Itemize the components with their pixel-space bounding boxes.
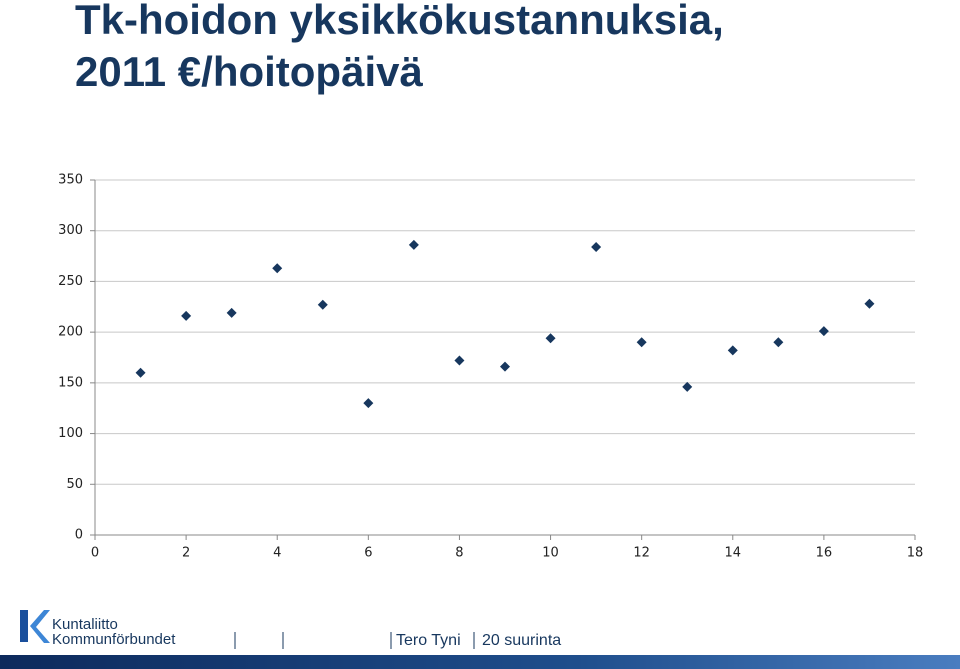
marker	[317, 299, 328, 310]
footer-text: 20 suurinta	[482, 632, 561, 649]
marker	[773, 337, 784, 348]
marker	[181, 310, 192, 321]
x-tick-label: 4	[273, 546, 281, 561]
y-tick-label: 100	[58, 426, 83, 441]
title-line: Tk-hoidon yksikkökustannuksia,	[75, 0, 724, 43]
marker	[272, 263, 283, 274]
logo-mark	[20, 610, 28, 642]
x-tick-label: 12	[633, 546, 650, 561]
y-tick-label: 200	[58, 325, 83, 340]
marker	[500, 361, 510, 372]
marker	[363, 398, 374, 409]
footer: Tero Tyni 20 suurinta	[234, 632, 561, 649]
marker	[454, 355, 465, 366]
marker	[591, 241, 602, 252]
y-tick-label: 0	[75, 528, 83, 543]
logo-text: Kuntaliitto	[52, 616, 118, 633]
footer-bar	[0, 655, 960, 669]
y-tick-label: 150	[58, 375, 83, 390]
marker	[226, 307, 237, 318]
y-tick-label: 250	[58, 274, 83, 289]
y-tick-label: 350	[58, 173, 83, 188]
marker	[682, 381, 693, 392]
marker	[818, 326, 829, 337]
x-tick-label: 6	[364, 546, 372, 561]
x-tick-label: 0	[91, 546, 99, 561]
marker	[408, 239, 419, 250]
logo-text: Kommunförbundet	[52, 631, 176, 648]
title-line: 2011 €/hoitopäivä	[75, 48, 423, 95]
marker	[636, 337, 647, 348]
x-tick-label: 14	[725, 546, 742, 561]
chart: 0 50 100 150 200 250 300 350 0 2 4 6 8 10 12 14 16 18	[58, 173, 923, 561]
logo: Kuntaliitto Kommunförbundet	[20, 610, 176, 648]
footer-text: Tero Tyni	[396, 632, 461, 649]
logo-mark	[30, 610, 50, 643]
marker	[545, 333, 556, 344]
x-tick-label: 10	[542, 546, 559, 561]
marker	[727, 345, 738, 356]
y-tick-label: 50	[66, 477, 83, 492]
marker	[135, 367, 146, 378]
x-tick-label: 8	[455, 546, 463, 561]
marker	[864, 298, 875, 309]
x-tick-label: 18	[907, 546, 924, 561]
y-tick-label: 300	[58, 223, 83, 238]
x-tick-label: 16	[816, 546, 833, 561]
x-tick-label: 2	[182, 546, 190, 561]
